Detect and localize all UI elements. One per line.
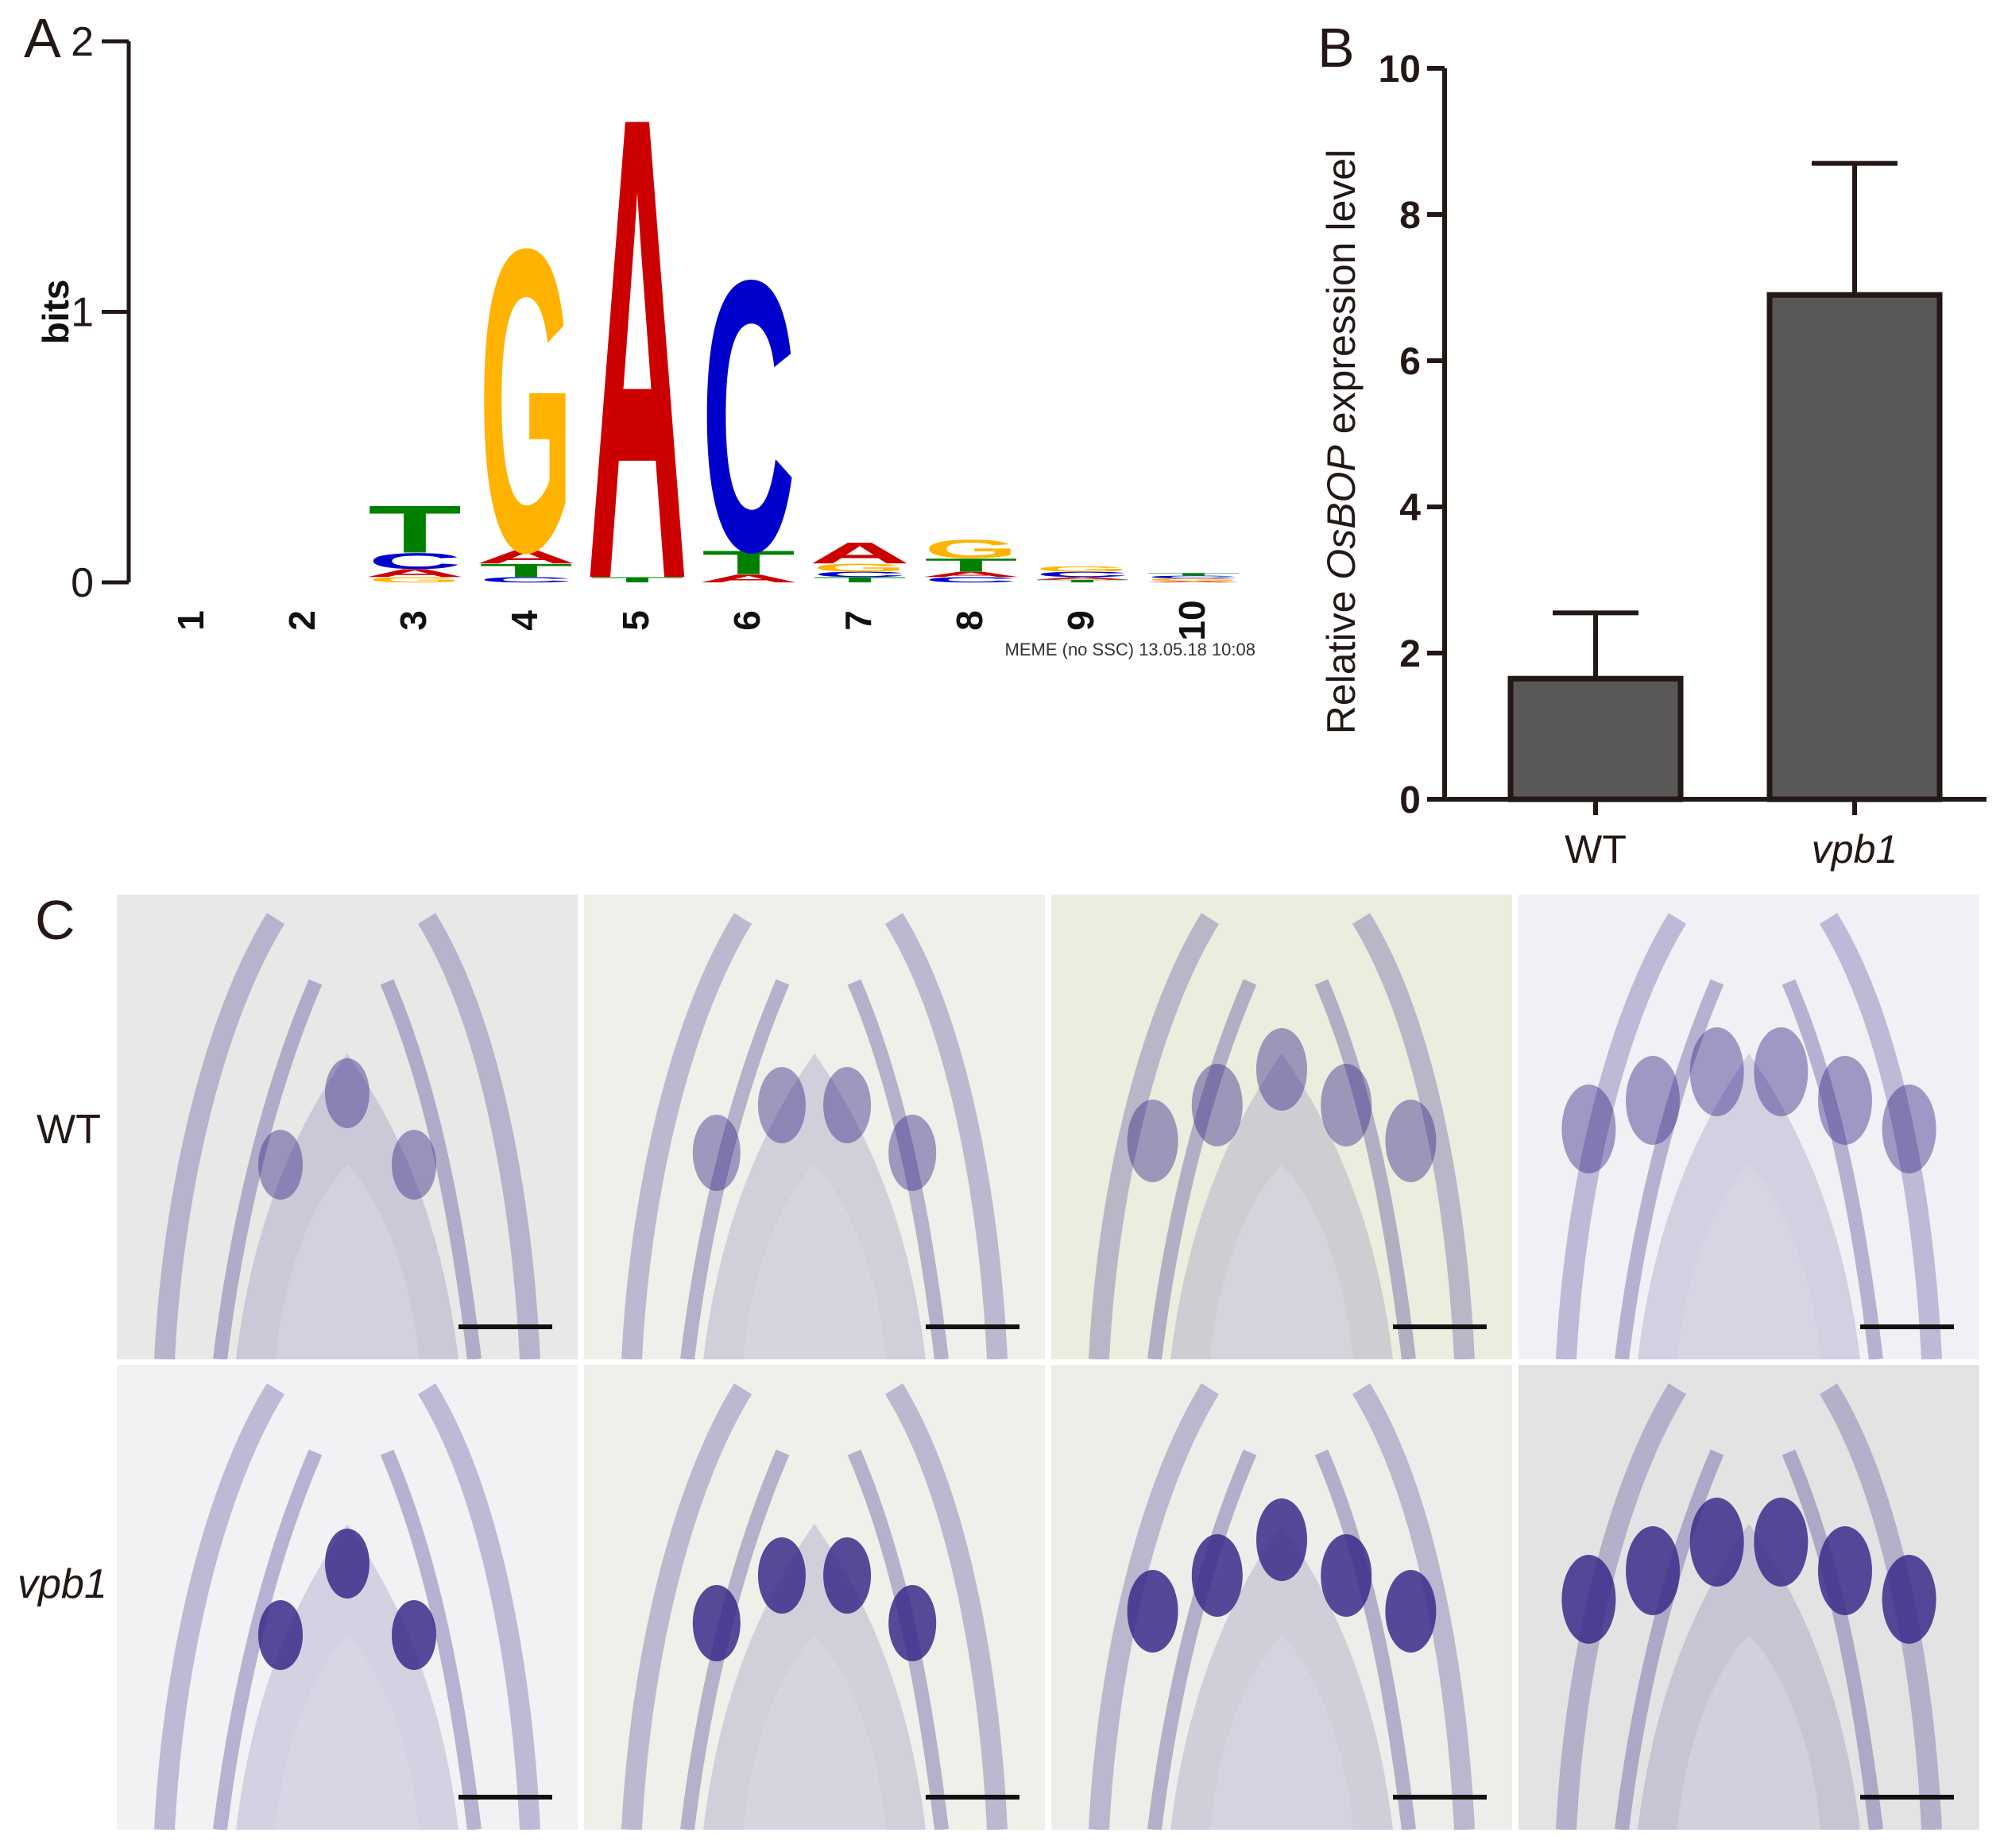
scale-bar <box>926 1795 1019 1800</box>
logo-letter: A <box>364 566 466 579</box>
logo-letter: A <box>475 547 577 567</box>
logo-position-label: 3 <box>393 610 434 631</box>
panel-label-b: B <box>1317 17 1355 79</box>
micrograph-wt-4 <box>1518 895 1979 1359</box>
logo-letter: C <box>1035 570 1129 579</box>
logo-position-label: 1 <box>170 610 211 631</box>
logo-letter: T <box>1035 579 1129 583</box>
logo-letter: C <box>479 575 573 584</box>
logo-letter: A <box>1031 576 1133 580</box>
logo-letter: T <box>702 543 795 582</box>
bar-y-tick-label: 6 <box>1399 341 1421 383</box>
bar-wt <box>1507 675 1684 802</box>
row-label-wt: WT <box>37 1107 101 1153</box>
bar-category-label: vpb1 <box>1812 827 1898 872</box>
logo-letter: A <box>1143 581 1244 583</box>
expression-bar-chart: 0 2 4 6 8 10 Relative OsBOP expression level WT… <box>1319 48 1987 872</box>
bar-y-tick-label: 10 <box>1379 48 1421 91</box>
logo-footer-text: MEME (no SSC) 13.05.18 10:08 <box>1005 640 1256 659</box>
scale-bar <box>1860 1324 1954 1329</box>
scale-bar <box>1393 1324 1487 1329</box>
logo-letter: T <box>1147 572 1240 576</box>
logo-letter: T <box>813 575 907 584</box>
logo-letter: G <box>924 535 1018 564</box>
bar-vpb1 <box>1766 292 1943 802</box>
logo-letter: G <box>479 159 573 642</box>
logo-letter: T <box>924 555 1018 575</box>
logo-position-label: 4 <box>504 610 545 631</box>
scale-bar <box>458 1795 552 1800</box>
expression-bar-panel: 0 2 4 6 8 10 Relative OsBOP expression level WT… <box>1271 0 2004 882</box>
logo-letter: A <box>809 536 911 570</box>
logo-position-label: 8 <box>949 610 990 631</box>
logo-letter: T <box>479 560 573 581</box>
sequence-logo-panel: 0 1 2 bits 1 2 3 4 5 6 7 8 9 10 G A C T C T A G T A A T C T C G A C A T G T… <box>0 0 1287 794</box>
ylabel-gene: OsBOP <box>1319 445 1364 580</box>
logo-letter: G <box>1035 565 1129 574</box>
bar-y-tick-label: 0 <box>1399 779 1421 822</box>
logo-y-axis-label: bits <box>35 280 76 345</box>
logo-position-label: 2 <box>281 610 323 631</box>
logo-letter: A <box>920 570 1022 579</box>
bar-y-tick-label: 4 <box>1399 487 1421 529</box>
ylabel-prefix: Relative <box>1319 580 1364 735</box>
logo-letter: T <box>368 492 462 567</box>
bar-y-axis-label: Relative OsBOP expression level <box>1319 149 1364 734</box>
logo-y-tick-label: 0 <box>71 560 94 606</box>
logo-letter: C <box>702 199 795 632</box>
row-label-vpb1: vpb1 <box>17 1561 107 1607</box>
micrograph-vpb1-2 <box>584 1365 1045 1830</box>
logo-letter: C <box>813 570 907 579</box>
logo-letter: G <box>813 561 907 574</box>
micrograph-wt-3 <box>1051 895 1512 1359</box>
logo-letter: C <box>368 548 462 574</box>
logo-letter: T <box>590 575 684 584</box>
scale-bar <box>458 1324 552 1329</box>
micrograph-wt-1 <box>117 895 578 1359</box>
scale-bar <box>1393 1795 1487 1800</box>
logo-letter: C <box>1147 575 1240 579</box>
bar-y-tick-label: 2 <box>1399 633 1421 675</box>
micrograph-wt-2 <box>584 895 1045 1359</box>
logo-letter: A <box>586 0 688 717</box>
logo-position-label: 5 <box>615 610 656 631</box>
scale-bar <box>926 1324 1019 1329</box>
ylabel-suffix: expression level <box>1319 149 1364 445</box>
logo-position-label: 6 <box>726 610 768 631</box>
scale-bar <box>1860 1795 1954 1800</box>
bar-y-tick-label: 8 <box>1399 195 1421 237</box>
panel-label-c: C <box>35 889 75 951</box>
logo-letter: G <box>1147 578 1240 582</box>
panel-label-a: A <box>24 7 61 69</box>
logo-letter: G <box>368 575 462 584</box>
logo-y-tick-label: 1 <box>71 290 94 336</box>
logo-letter: C <box>924 575 1018 584</box>
logo-y-tick-label: 2 <box>71 19 94 65</box>
logo-letter: A <box>698 572 799 585</box>
bar-category-label: WT <box>1565 827 1627 872</box>
micrograph-vpb1-1 <box>117 1365 578 1830</box>
micrograph-vpb1-3 <box>1051 1365 1512 1830</box>
logo-position-label: 9 <box>1060 610 1101 631</box>
micrograph-vpb1-4 <box>1518 1365 1979 1830</box>
logo-position-label: 10 <box>1171 600 1213 640</box>
logo-position-label: 7 <box>838 610 879 631</box>
